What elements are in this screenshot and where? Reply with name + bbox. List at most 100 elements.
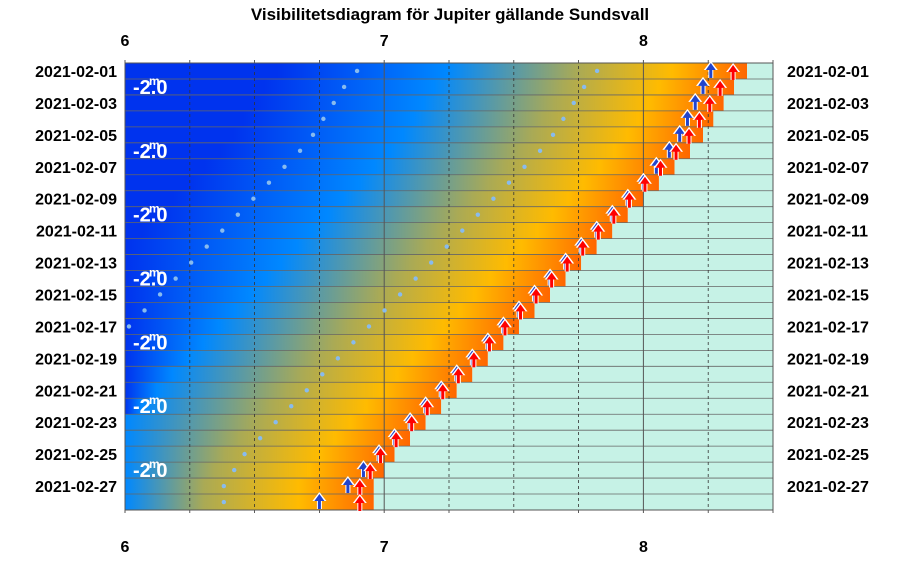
twilight-dot	[475, 212, 481, 217]
planet-rise-arrow	[672, 124, 687, 142]
sun-rise-arrow	[497, 318, 512, 336]
row-band-day-2021-02-14	[565, 270, 773, 287]
magnitude-label: -2.0m	[133, 138, 167, 163]
twilight-dot	[354, 68, 360, 74]
sun-rise-arrow	[591, 222, 606, 240]
date-label-left: 2021-02-09	[35, 192, 117, 209]
hour-label-bottom: 6	[121, 539, 130, 556]
date-label-right: 2021-02-21	[787, 383, 869, 400]
row-band-day-2021-02-02	[734, 78, 773, 96]
date-label-left: 2021-02-27	[35, 479, 117, 496]
row-band-night-2021-02-16	[125, 302, 535, 319]
row-band-night-2021-02-24	[125, 430, 411, 447]
twilight-dot	[335, 356, 341, 361]
sun-rise-arrow	[404, 414, 419, 432]
planet-rise-arrow	[312, 492, 327, 509]
twilight-dot	[491, 196, 496, 201]
hour-label-top: 6	[121, 33, 130, 50]
sun-rise-arrow	[466, 350, 481, 368]
twilight-dot	[310, 132, 316, 138]
row-band-day-2021-02-13	[581, 254, 773, 272]
row-band-night-2021-02-13	[125, 254, 582, 272]
date-label-left: 2021-02-03	[35, 96, 117, 113]
date-label-left: 2021-02-11	[36, 224, 117, 241]
row-band-night-2021-02-14	[125, 270, 566, 287]
magnitude-unit: m	[149, 202, 160, 216]
twilight-dot	[257, 435, 263, 441]
date-label-left: 2021-02-15	[35, 287, 117, 304]
twilight-dot	[460, 228, 465, 233]
twilight-dot	[221, 499, 227, 505]
date-label-right: 2021-02-05	[787, 128, 869, 145]
date-label-right: 2021-02-19	[787, 351, 869, 368]
row-band-night-2021-02-10	[125, 206, 628, 224]
magnitude-value: -2.0	[133, 460, 167, 482]
magnitude-value: -2.0	[133, 269, 167, 291]
row-band-night-2021-02-07	[125, 158, 675, 176]
date-label-left: 2021-02-23	[35, 415, 117, 432]
sun-rise-arrow	[352, 478, 367, 496]
grid-lines	[124, 60, 774, 513]
planet-rise-arrow	[703, 60, 718, 78]
date-label-right: 2021-02-01	[787, 64, 869, 81]
twilight-dot	[232, 467, 237, 473]
magnitude-unit: m	[149, 74, 160, 88]
twilight-dot	[126, 324, 132, 329]
twilight-dot	[561, 116, 566, 122]
date-label-right: 2021-02-09	[787, 192, 869, 209]
row-band-day-2021-02-21	[456, 382, 773, 399]
row-band-night-2021-02-12	[125, 238, 597, 256]
sun-rise-arrow	[420, 398, 435, 416]
date-label-right: 2021-02-03	[787, 96, 869, 113]
magnitude-value: -2.0	[133, 141, 167, 163]
sun-rise-arrow	[529, 286, 544, 304]
date-label-right: 2021-02-25	[787, 447, 869, 464]
row-band-night-2021-02-20	[125, 366, 473, 383]
magnitude-label: -2.0m	[133, 457, 167, 482]
twilight-dot	[304, 388, 309, 393]
twilight-dot	[444, 244, 449, 249]
date-label-right: 2021-02-17	[787, 319, 869, 336]
row-band-night-2021-02-05	[125, 126, 704, 144]
sun-rise-arrow	[606, 206, 621, 224]
row-band-day-2021-02-27	[373, 478, 773, 495]
sun-rise-arrow	[363, 462, 378, 480]
twilight-dot	[221, 483, 227, 489]
date-label-right: 2021-02-15	[787, 287, 869, 304]
date-label-right: 2021-02-23	[787, 415, 869, 432]
magnitude-value: -2.0	[133, 332, 167, 354]
hour-label-top: 7	[380, 33, 389, 50]
date-label-right: 2021-02-07	[787, 160, 869, 177]
sun-rise-arrow	[435, 382, 450, 400]
magnitude-unit: m	[149, 329, 160, 343]
sun-rise-arrow	[560, 254, 575, 272]
date-label-left: 2021-02-21	[35, 383, 117, 400]
date-label-right: 2021-02-11	[787, 224, 868, 241]
row-band-night-2021-02-15	[125, 286, 551, 303]
twilight-dot	[537, 148, 543, 154]
date-label-right: 2021-02-13	[787, 256, 869, 273]
row-band-night-2021-02-28	[125, 494, 374, 511]
twilight-dot	[351, 340, 356, 345]
row-band-night-2021-02-01	[125, 63, 748, 80]
sun-rise-arrow	[622, 190, 637, 208]
row-band-day-2021-02-07	[674, 158, 773, 176]
row-band-day-2021-02-25	[394, 446, 773, 463]
twilight-dot	[289, 404, 294, 409]
twilight-dot	[341, 84, 347, 90]
date-label-left: 2021-02-05	[35, 128, 117, 145]
twilight-dot	[157, 292, 163, 297]
magnitude-label: -2.0m	[133, 329, 167, 354]
row-band-night-2021-02-06	[125, 142, 691, 160]
twilight-dot	[251, 196, 256, 201]
chart-title: Visibilitetsdiagram för Jupiter gällande…	[251, 5, 649, 24]
date-label-left: 2021-02-19	[35, 351, 117, 368]
sun-rise-arrow	[352, 494, 367, 511]
sun-rise-arrow	[669, 142, 684, 160]
twilight-dot	[188, 260, 194, 265]
twilight-dot	[331, 100, 336, 106]
twilight-dot	[382, 308, 387, 313]
planet-rise-arrow	[688, 92, 703, 110]
row-band-day-2021-02-28	[373, 494, 773, 511]
sun-rise-arrow	[482, 334, 497, 352]
